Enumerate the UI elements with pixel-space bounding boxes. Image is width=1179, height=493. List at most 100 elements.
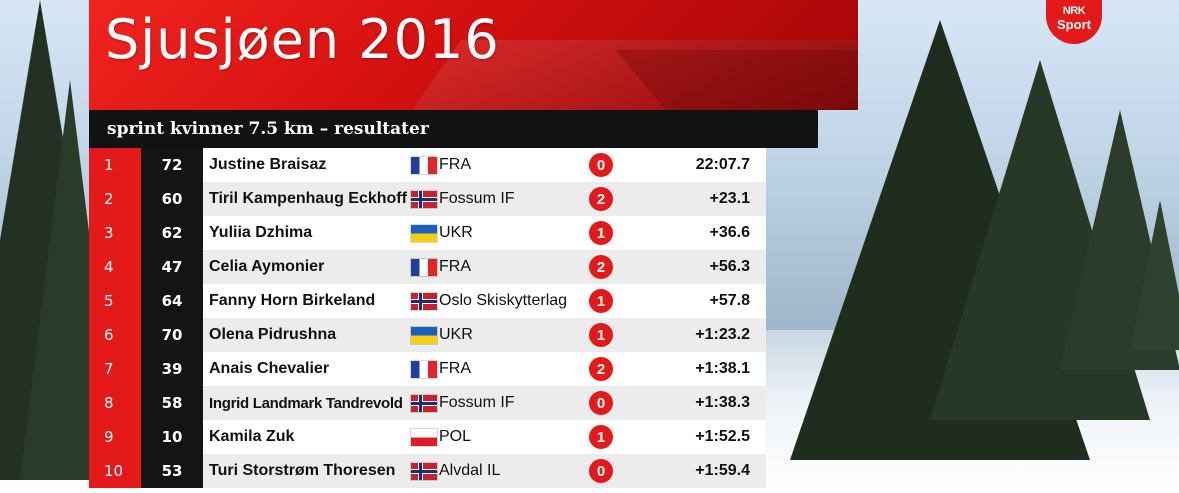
result-row: 9 10 Kamila Zuk POL 1 +1:52.5 [89, 420, 766, 454]
bib-cell: 53 [141, 454, 203, 488]
athlete-name: Turi Storstrøm Thoresen [209, 462, 396, 479]
misses-badge: 2 [589, 255, 613, 279]
fra-flag-icon [411, 258, 437, 276]
result-row: 6 70 Olena Pidrushna UKR 1 +1:23.2 [89, 318, 766, 352]
result-row: 2 60 Tiril Kampenhaug Eckhoff Fossum IF 2 +23… [89, 182, 766, 216]
result-time: +1:23.2 [695, 326, 750, 343]
misses-badge: 0 [589, 391, 613, 415]
athlete-name: Yuliia Dzhima [209, 224, 313, 241]
bib-cell: 60 [141, 182, 203, 216]
team-cell: FRA [411, 258, 587, 276]
fra-flag-icon [411, 360, 437, 378]
result-row: 10 53 Turi Storstrøm Thoresen Alvdal IL 0 +1:… [89, 454, 766, 488]
team-label: POL [439, 428, 472, 445]
team-label: Alvdal IL [439, 462, 501, 479]
logo-line1: NRK [1062, 5, 1086, 17]
ukr-flag-icon [411, 326, 437, 344]
team-label: Oslo Skiskytterlag [439, 292, 568, 309]
subtitle-bar: sprint kvinner 7.5 km – resultater [89, 110, 818, 148]
nor-flag-icon [411, 462, 437, 480]
result-time: +56.3 [709, 258, 750, 275]
misses-cell: 1 [587, 323, 657, 347]
rank-cell: 4 [89, 250, 141, 284]
rank-cell: 1 [89, 148, 141, 182]
bib-cell: 72 [141, 148, 203, 182]
rank-cell: 5 [89, 284, 141, 318]
result-time: +57.8 [709, 292, 750, 309]
team-label: Fossum IF [439, 394, 515, 411]
rank-cell: 6 [89, 318, 141, 352]
misses-badge: 1 [589, 425, 613, 449]
misses-badge: 1 [589, 221, 613, 245]
team-label: FRA [439, 156, 471, 173]
misses-badge: 2 [589, 187, 613, 211]
bib-cell: 47 [141, 250, 203, 284]
athlete-name: Kamila Zuk [209, 428, 295, 445]
result-time: +23.1 [709, 190, 750, 207]
rank-cell: 7 [89, 352, 141, 386]
nor-flag-icon [411, 190, 437, 208]
athlete-name: Tiril Kampenhaug Eckhoff [209, 190, 407, 207]
result-row: 3 62 Yuliia Dzhima UKR 1 +36.6 [89, 216, 766, 250]
misses-cell: 1 [587, 221, 657, 245]
race-subtitle: sprint kvinner 7.5 km – resultater [107, 119, 429, 139]
bib-cell: 70 [141, 318, 203, 352]
result-time: 22:07.7 [695, 156, 750, 173]
result-time: +1:38.3 [695, 394, 750, 411]
result-time: +1:52.5 [695, 428, 750, 445]
rank-cell: 3 [89, 216, 141, 250]
result-time: +36.6 [709, 224, 750, 241]
team-label: FRA [439, 360, 471, 377]
misses-cell: 2 [587, 357, 657, 381]
athlete-name: Olena Pidrushna [209, 326, 337, 343]
result-row: 8 58 Ingrid Landmark Tandrevold Fossum IF 0 +… [89, 386, 766, 420]
bib-cell: 39 [141, 352, 203, 386]
team-cell: UKR [411, 224, 587, 242]
tree [1130, 200, 1179, 350]
misses-badge: 0 [589, 153, 613, 177]
athlete-name: Justine Braisaz [209, 156, 327, 173]
result-time: +1:59.4 [695, 462, 750, 479]
bib-cell: 62 [141, 216, 203, 250]
rank-cell: 2 [89, 182, 141, 216]
athlete-name: Fanny Horn Birkeland [209, 292, 376, 309]
team-cell: Oslo Skiskytterlag [411, 292, 587, 310]
pol-flag-icon [411, 428, 437, 446]
misses-badge: 0 [589, 459, 613, 483]
team-cell: Fossum IF [411, 394, 587, 412]
team-cell: Alvdal IL [411, 462, 587, 480]
misses-cell: 0 [587, 391, 657, 415]
result-time: +1:38.1 [695, 360, 750, 377]
misses-cell: 2 [587, 255, 657, 279]
result-row: 7 39 Anais Chevalier FRA 2 +1:38.1 [89, 352, 766, 386]
athlete-name: Celia Aymonier [209, 258, 325, 275]
misses-badge: 1 [589, 289, 613, 313]
fra-flag-icon [411, 156, 437, 174]
athlete-name: Anais Chevalier [209, 360, 330, 377]
athlete-name: Ingrid Landmark Tandrevold [209, 394, 403, 412]
rank-cell: 9 [89, 420, 141, 454]
rank-cell: 10 [89, 454, 141, 488]
misses-badge: 2 [589, 357, 613, 381]
team-cell: FRA [411, 360, 587, 378]
misses-cell: 1 [587, 289, 657, 313]
team-cell: UKR [411, 326, 587, 344]
misses-cell: 2 [587, 187, 657, 211]
misses-cell: 1 [587, 425, 657, 449]
team-label: UKR [439, 224, 473, 241]
team-cell: FRA [411, 156, 587, 174]
event-title: Sjusjøen 2016 [105, 8, 500, 71]
result-row: 5 64 Fanny Horn Birkeland Oslo Skiskytterla… [89, 284, 766, 318]
nrk-sport-logo: NRK Sport [1046, 0, 1102, 44]
logo-line2: Sport [1057, 17, 1091, 32]
result-row: 1 72 Justine Braisaz FRA 0 22:07.7 [89, 148, 766, 182]
misses-badge: 1 [589, 323, 613, 347]
team-label: FRA [439, 258, 471, 275]
nor-flag-icon [411, 292, 437, 310]
results-table: 1 72 Justine Braisaz FRA 0 22:07.7 2 60 Tiril Ka… [89, 148, 766, 488]
misses-cell: 0 [587, 459, 657, 483]
team-label: UKR [439, 326, 473, 343]
team-label: Fossum IF [439, 190, 515, 207]
bib-cell: 10 [141, 420, 203, 454]
result-row: 4 47 Celia Aymonier FRA 2 +56.3 [89, 250, 766, 284]
